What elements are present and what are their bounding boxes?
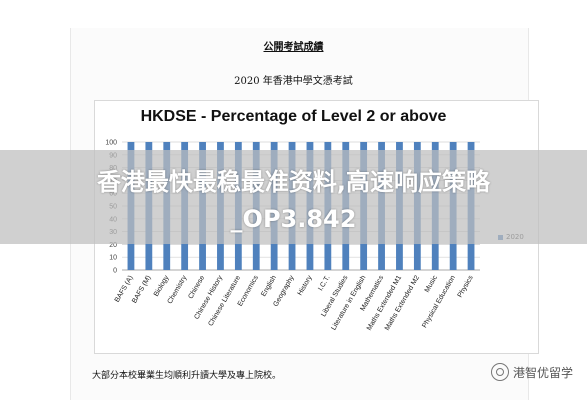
watermark: 港智优留学	[490, 363, 573, 381]
x-tick-label: Physical Education	[421, 274, 457, 329]
y-tick-label: 10	[109, 255, 117, 262]
x-tick-label: History	[297, 274, 314, 297]
x-tick-label: English	[260, 274, 278, 297]
overlay-text-line1: 香港最快最稳最准资料,高速响应策略	[96, 168, 491, 196]
chart-title: HKDSE - Percentage of Level 2 or above	[140, 108, 447, 125]
overlay-text-line2: _OP3.842	[230, 205, 357, 233]
x-tick-label: Music	[424, 274, 439, 294]
document-subtitle: 2020 年香港中學文憑考試	[234, 76, 353, 87]
x-tick-label: Biology	[153, 274, 171, 298]
overlay-banner	[0, 150, 587, 244]
y-tick-label: 100	[105, 140, 117, 147]
document-footnote: 大部分本校畢業生均順利升讀大學及專上院校。	[92, 371, 282, 381]
watermark-text: 港智优留学	[512, 365, 573, 380]
x-tick-label: BAFS (M)	[131, 275, 152, 305]
x-tick-label: Maths Extended M2	[384, 274, 421, 332]
x-tick-label: Chinese	[187, 274, 206, 300]
document-title: 公開考試成績	[263, 42, 324, 53]
y-tick-label: 20	[109, 242, 117, 249]
y-tick-label: 0	[113, 268, 117, 275]
x-tick-label: I.C.T.	[317, 274, 331, 292]
wechat-icon	[490, 363, 509, 381]
x-tick-label: Physics	[457, 274, 475, 299]
